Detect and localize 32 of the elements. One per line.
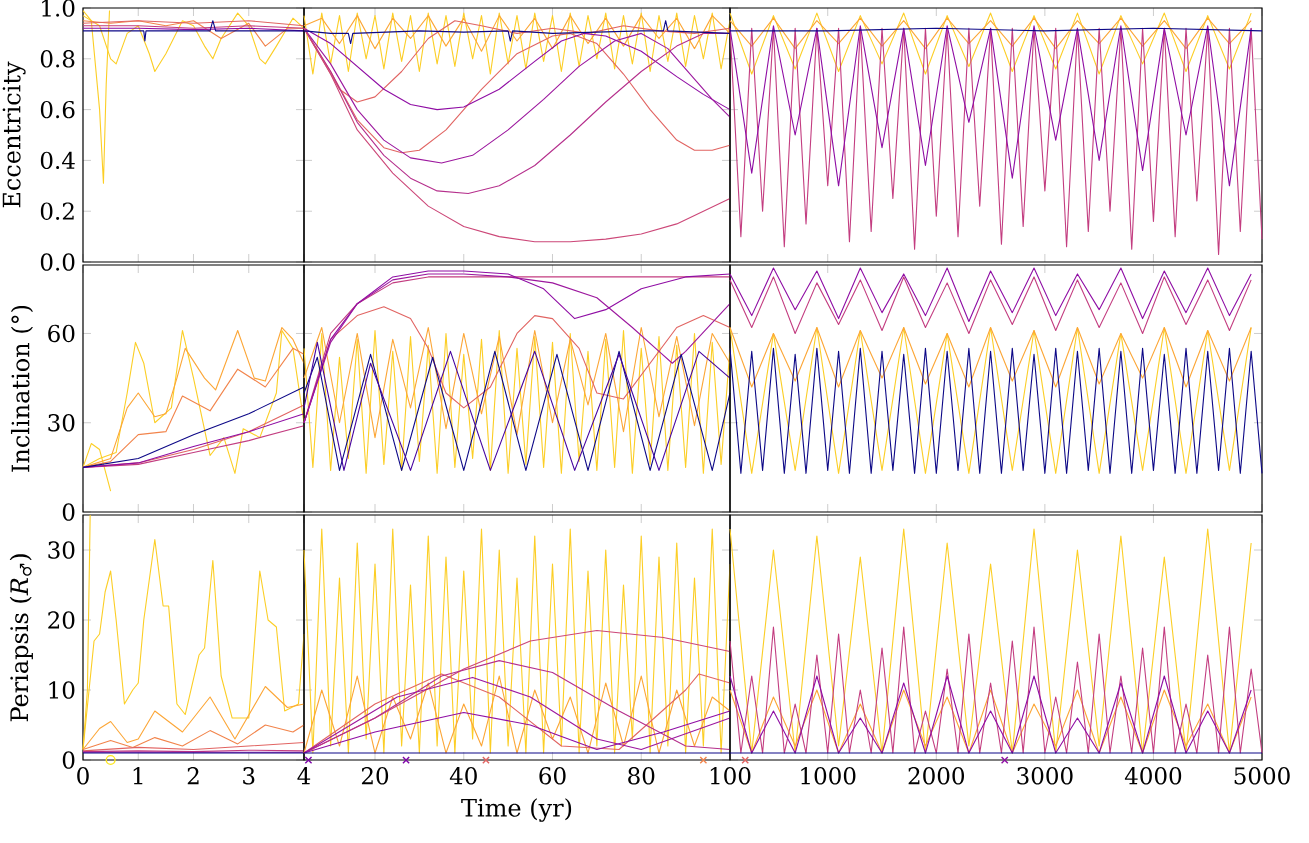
x-tick-label: 3 [243, 767, 255, 785]
y-tick-label: 0 [62, 503, 75, 521]
x-tick-label: 60 [539, 767, 566, 785]
x-tick-label: 1000 [801, 767, 856, 785]
x-axis-title: Time (yr) [461, 798, 572, 822]
y-tick-label: 30 [48, 414, 75, 432]
y-tick-label: 0.4 [40, 151, 75, 170]
y-tick-label: 0.0 [40, 253, 75, 271]
x-tick-label: 40 [449, 767, 477, 785]
x-tick-label: 2000 [908, 767, 965, 785]
x-tick-label: 5000 [1234, 767, 1290, 785]
x-tick-label: 4000 [1124, 767, 1182, 785]
x-tick-label: 1 [133, 767, 143, 785]
x-tick-label: 0 [77, 767, 89, 785]
y-axis-title: Inclination (°) [10, 305, 33, 472]
x-tick-label: 100 [710, 767, 751, 785]
y-tick-label: 0.2 [40, 202, 74, 220]
y-tick-label: 60 [48, 324, 75, 343]
y-axis-title: Periapsis (R$_{♂}$) [9, 554, 33, 722]
y-tick-label: 30 [48, 541, 75, 559]
x-tick-label: 4 [297, 767, 311, 785]
x-tick-label: 3000 [1017, 767, 1073, 785]
y-tick-label: 0 [62, 751, 75, 769]
y-tick-label: 0.8 [40, 50, 75, 68]
y-axis-title: Eccentricity [2, 61, 26, 208]
y-tick-label: 1.0 [42, 0, 75, 17]
x-tick-label: 2 [187, 767, 199, 785]
y-tick-label: 10 [49, 681, 75, 699]
y-tick-label: 0.6 [40, 100, 75, 119]
x-tick-label: 20 [361, 767, 389, 785]
y-tick-label: 20 [48, 611, 75, 629]
x-tick-label: 80 [628, 767, 655, 785]
